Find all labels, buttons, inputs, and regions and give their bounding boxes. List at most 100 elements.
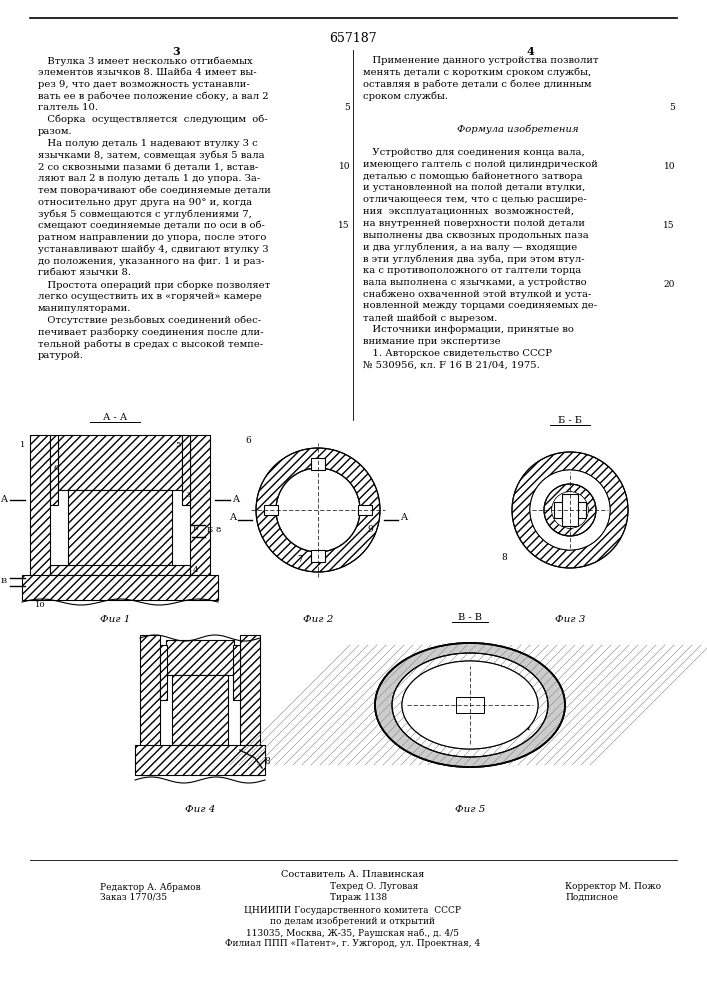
Text: ка с противоположного от галтели торца: ка с противоположного от галтели торца <box>363 266 581 275</box>
Text: 5: 5 <box>344 103 350 112</box>
Text: и два углубления, а на валу — входящие: и два углубления, а на валу — входящие <box>363 242 577 252</box>
Text: 4: 4 <box>486 711 531 732</box>
Bar <box>264 505 278 515</box>
Text: 1. Авторское свидетельство СССР: 1. Авторское свидетельство СССР <box>363 349 552 358</box>
Bar <box>50 435 58 505</box>
Bar <box>240 635 260 775</box>
Text: 4: 4 <box>526 46 534 57</box>
Bar <box>172 675 228 745</box>
Text: Заказ 1770/35: Заказ 1770/35 <box>100 893 167 902</box>
Text: рез 9, что дает возможность устанавли-: рез 9, что дает возможность устанавли- <box>38 80 250 89</box>
Text: 15: 15 <box>339 221 350 230</box>
Bar <box>554 502 586 518</box>
Text: Формула изобретения: Формула изобретения <box>457 124 578 134</box>
Wedge shape <box>512 452 628 568</box>
Text: Филиал ППП «Патент», г. Ужгород, ул. Проектная, 4: Филиал ППП «Патент», г. Ужгород, ул. Про… <box>226 939 481 948</box>
Text: Источники информации, принятые во: Источники информации, принятые во <box>363 325 574 334</box>
Bar <box>140 635 160 775</box>
Text: Б: Б <box>193 524 199 532</box>
Text: Фиг 3: Фиг 3 <box>555 615 585 624</box>
Text: снабжено охваченной этой втулкой и уста-: снабжено охваченной этой втулкой и уста- <box>363 290 591 299</box>
Text: печивает разборку соединения после дли-: печивает разборку соединения после дли- <box>38 327 264 337</box>
Bar <box>68 490 172 570</box>
Bar <box>311 550 325 562</box>
Text: Фиг 2: Фиг 2 <box>303 615 333 624</box>
Text: вала выполнена с язычками, а устройство: вала выполнена с язычками, а устройство <box>363 278 587 287</box>
Text: Применение данного устройства позволит: Применение данного устройства позволит <box>363 56 599 65</box>
Text: 4: 4 <box>193 566 199 574</box>
Text: Отсутствие резьбовых соединений обес-: Отсутствие резьбовых соединений обес- <box>38 316 261 325</box>
Text: выполнены два сквозных продольных паза: выполнены два сквозных продольных паза <box>363 231 589 240</box>
Text: Устройство для соединения конца вала,: Устройство для соединения конца вала, <box>363 148 585 157</box>
Text: 657187: 657187 <box>329 32 377 45</box>
Text: 7: 7 <box>297 555 303 564</box>
Text: Сборка  осуществляется  следующим  об-: Сборка осуществляется следующим об- <box>38 115 268 124</box>
Text: 20: 20 <box>664 280 675 289</box>
Text: до положения, указанного на фиг. 1 и раз-: до положения, указанного на фиг. 1 и раз… <box>38 257 264 266</box>
Text: 6: 6 <box>245 436 251 445</box>
Text: разом.: разом. <box>38 127 73 136</box>
Bar <box>190 435 210 585</box>
Text: A: A <box>0 495 7 504</box>
Bar <box>30 435 50 585</box>
Text: В - В: В - В <box>458 613 482 622</box>
Text: 9: 9 <box>367 525 373 534</box>
Text: 8: 8 <box>501 553 507 562</box>
Text: имеющего галтель с полой цилиндрической: имеющего галтель с полой цилиндрической <box>363 160 598 169</box>
Circle shape <box>552 492 588 528</box>
Text: A: A <box>400 512 407 522</box>
Text: Втулка 3 имеет несколько отгибаемых: Втулка 3 имеет несколько отгибаемых <box>38 56 252 66</box>
Text: ЦНИИПИ Государственного комитета  СССР: ЦНИИПИ Государственного комитета СССР <box>245 906 462 915</box>
Text: 2 со сквозными пазами 6 детали 1, встав-: 2 со сквозными пазами 6 детали 1, встав- <box>38 162 258 171</box>
Text: зубья 5 совмещаются с углублениями 7,: зубья 5 совмещаются с углублениями 7, <box>38 209 252 219</box>
Bar <box>233 645 240 700</box>
Wedge shape <box>256 448 380 572</box>
Text: 10: 10 <box>339 162 350 171</box>
Text: вать ее в рабочее положение сбоку, а вал 2: вать ее в рабочее положение сбоку, а вал… <box>38 91 269 101</box>
Bar <box>135 745 265 775</box>
Text: ратном направлении до упора, после этого: ратном направлении до упора, после этого <box>38 233 267 242</box>
Text: ния  эксплуатационных  возможностей,: ния эксплуатационных возможностей, <box>363 207 574 216</box>
Text: устанавливают шайбу 4, сдвигают втулку 3: устанавливают шайбу 4, сдвигают втулку 3 <box>38 245 269 254</box>
Text: Подписное: Подписное <box>565 893 618 902</box>
Text: Тираж 1138: Тираж 1138 <box>330 893 387 902</box>
Text: Фиг 4: Фиг 4 <box>185 805 215 814</box>
Text: А - А: А - А <box>103 413 127 422</box>
Text: менять детали с коротким сроком службы,: менять детали с коротким сроком службы, <box>363 68 591 77</box>
Text: Техред О. Луговая: Техред О. Луговая <box>330 882 419 891</box>
Text: сроком службы.: сроком службы. <box>363 91 448 101</box>
Text: в эти углубления два зуба, при этом втул-: в эти углубления два зуба, при этом втул… <box>363 254 585 264</box>
Text: элементов язычков 8. Шайба 4 имеет вы-: элементов язычков 8. Шайба 4 имеет вы- <box>38 68 257 77</box>
Text: деталью с помощью байонетного затвора: деталью с помощью байонетного затвора <box>363 172 583 181</box>
Bar <box>562 494 578 526</box>
Text: В: В <box>1 577 7 585</box>
Text: Простота операций при сборке позволяет: Простота операций при сборке позволяет <box>38 280 270 290</box>
Text: 5: 5 <box>175 441 180 449</box>
Bar <box>50 565 190 575</box>
Wedge shape <box>544 484 596 536</box>
Text: 6: 6 <box>53 464 58 472</box>
Text: тем поворачивают обе соединяемые детали: тем поворачивают обе соединяемые детали <box>38 186 271 195</box>
Text: Б: Б <box>207 526 213 534</box>
Text: ратурой.: ратурой. <box>38 351 84 360</box>
Text: по делам изобретений и открытий: по делам изобретений и открытий <box>271 917 436 926</box>
Text: оставляя в работе детали с более длинным: оставляя в работе детали с более длинным <box>363 80 592 89</box>
Text: Фиг 1: Фиг 1 <box>100 615 130 624</box>
Text: Составитель А. Плавинская: Составитель А. Плавинская <box>281 870 425 879</box>
Text: отличающееся тем, что с целью расшире-: отличающееся тем, что с целью расшире- <box>363 195 587 204</box>
Text: новленной между торцами соединяемых де-: новленной между торцами соединяемых де- <box>363 301 597 310</box>
Circle shape <box>530 471 609 550</box>
Text: Редактор А. Абрамов: Редактор А. Абрамов <box>100 882 201 892</box>
Text: на внутренней поверхности полой детали: на внутренней поверхности полой детали <box>363 219 585 228</box>
Text: На полую деталь 1 надевают втулку 3 с: На полую деталь 1 надевают втулку 3 с <box>38 139 258 148</box>
Bar <box>166 640 234 675</box>
Text: A: A <box>232 495 239 504</box>
Text: 5: 5 <box>669 103 675 112</box>
Text: A: A <box>229 512 236 522</box>
Text: Б - Б: Б - Б <box>558 416 582 425</box>
Text: Фиг 5: Фиг 5 <box>455 805 485 814</box>
Text: Корректор М. Пожо: Корректор М. Пожо <box>565 882 661 891</box>
Text: 10: 10 <box>663 162 675 171</box>
Text: и установленной на полой детали втулки,: и установленной на полой детали втулки, <box>363 183 585 192</box>
Text: 3: 3 <box>172 46 180 57</box>
